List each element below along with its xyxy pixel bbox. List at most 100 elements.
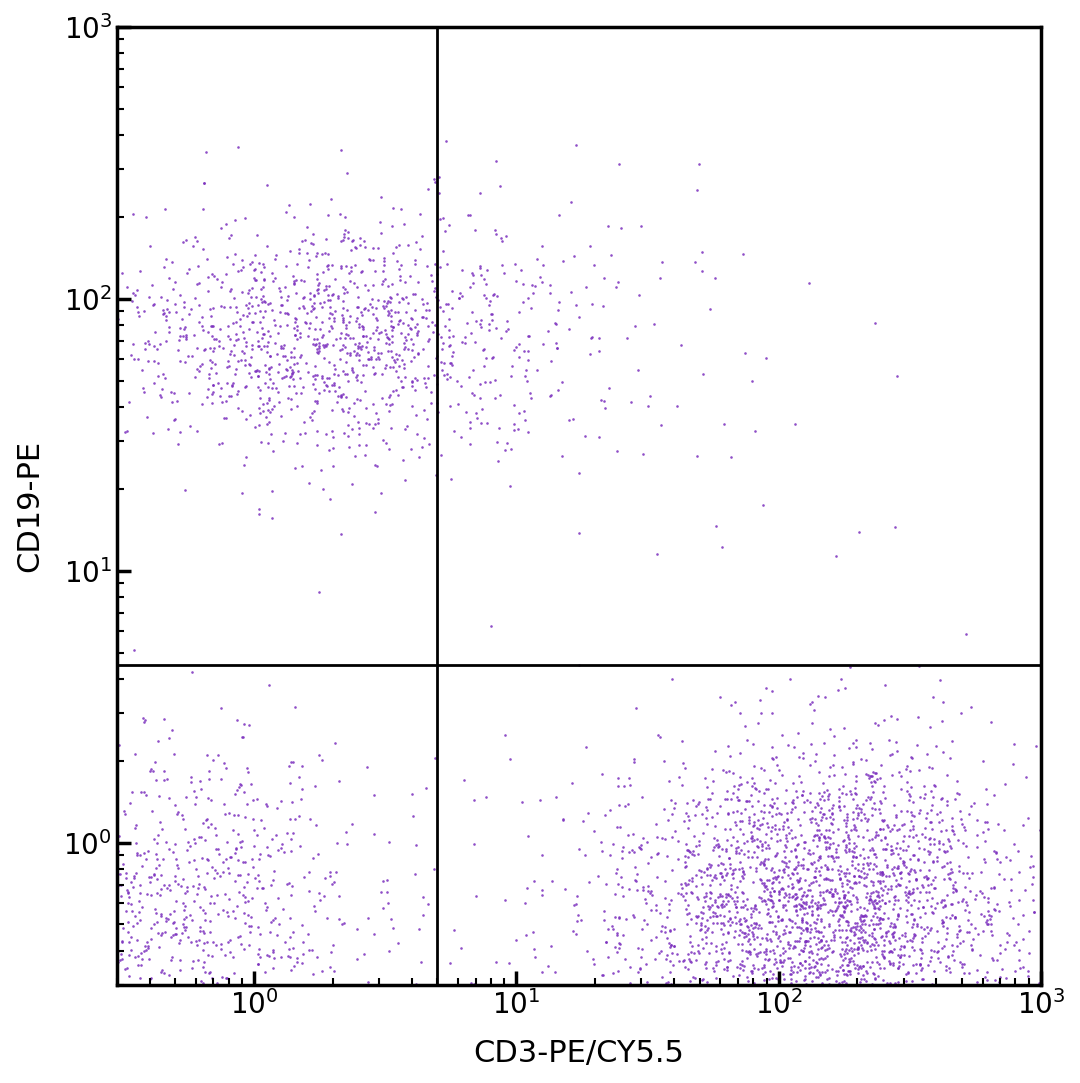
Point [418, 410, 435, 428]
Point [434, 243, 451, 260]
Point [731, 704, 748, 721]
Point [743, 797, 760, 814]
Point [719, 806, 737, 823]
Point [254, 293, 271, 311]
Point [406, 285, 423, 302]
Point [863, 788, 880, 806]
Point [191, 923, 208, 940]
Point [262, 357, 280, 375]
Point [848, 875, 865, 892]
Point [269, 890, 286, 908]
Point [783, 804, 800, 821]
Point [795, 860, 812, 877]
Point [688, 866, 705, 884]
Point [678, 841, 696, 859]
Point [692, 916, 710, 934]
Point [982, 879, 999, 897]
Point [732, 915, 750, 932]
Point [893, 768, 910, 785]
Point [778, 781, 795, 798]
Point [496, 264, 513, 282]
Point [963, 941, 981, 958]
Point [366, 457, 383, 474]
Point [373, 883, 390, 900]
Point [477, 349, 495, 366]
Point [461, 435, 478, 453]
Point [582, 345, 599, 363]
Point [207, 365, 225, 382]
Point [189, 258, 206, 275]
Point [864, 908, 881, 925]
Point [237, 853, 254, 871]
Point [483, 311, 500, 328]
Point [429, 325, 446, 342]
Point [325, 356, 342, 374]
Point [194, 813, 212, 831]
Point [926, 777, 943, 794]
Point [460, 368, 477, 386]
Point [729, 803, 746, 820]
Point [252, 925, 269, 942]
Point [201, 366, 218, 383]
Point [279, 875, 296, 892]
Point [146, 866, 163, 884]
Point [789, 836, 807, 853]
Point [685, 843, 702, 860]
Point [807, 867, 824, 885]
Point [808, 910, 825, 927]
Point [252, 389, 269, 406]
Point [1014, 930, 1031, 948]
Point [866, 800, 883, 818]
Point [829, 893, 847, 911]
Point [932, 954, 949, 971]
Point [811, 900, 828, 917]
Point [861, 831, 878, 848]
Point [842, 879, 860, 897]
Point [716, 860, 733, 877]
Point [356, 299, 374, 316]
Point [541, 285, 558, 302]
Point [1020, 810, 1037, 827]
Point [811, 884, 828, 901]
Point [186, 289, 203, 306]
Point [322, 863, 339, 880]
Point [685, 827, 702, 845]
Point [719, 805, 737, 822]
Point [853, 804, 870, 821]
Point [315, 339, 333, 356]
Point [698, 912, 715, 929]
Point [879, 974, 896, 991]
Point [904, 930, 921, 948]
Point [354, 328, 372, 345]
Point [768, 844, 785, 861]
Point [359, 343, 376, 361]
Point [798, 792, 815, 809]
Point [850, 932, 867, 950]
Point [648, 815, 665, 833]
Point [861, 891, 878, 909]
Point [810, 822, 827, 839]
Point [651, 270, 669, 287]
Point [306, 295, 323, 312]
Point [345, 364, 362, 381]
Point [934, 913, 951, 930]
Point [608, 926, 625, 943]
Point [123, 784, 140, 801]
Point [222, 342, 240, 360]
Point [676, 891, 693, 909]
Point [784, 887, 801, 904]
Point [315, 888, 333, 905]
Point [824, 902, 841, 919]
Point [849, 796, 866, 813]
Point [483, 305, 500, 323]
Point [797, 913, 814, 930]
Point [664, 956, 681, 974]
Point [770, 975, 787, 992]
Point [629, 882, 646, 899]
Point [238, 334, 255, 351]
Point [1020, 968, 1037, 986]
Point [505, 421, 523, 439]
Point [906, 927, 923, 944]
Point [747, 781, 765, 798]
Point [251, 941, 268, 958]
